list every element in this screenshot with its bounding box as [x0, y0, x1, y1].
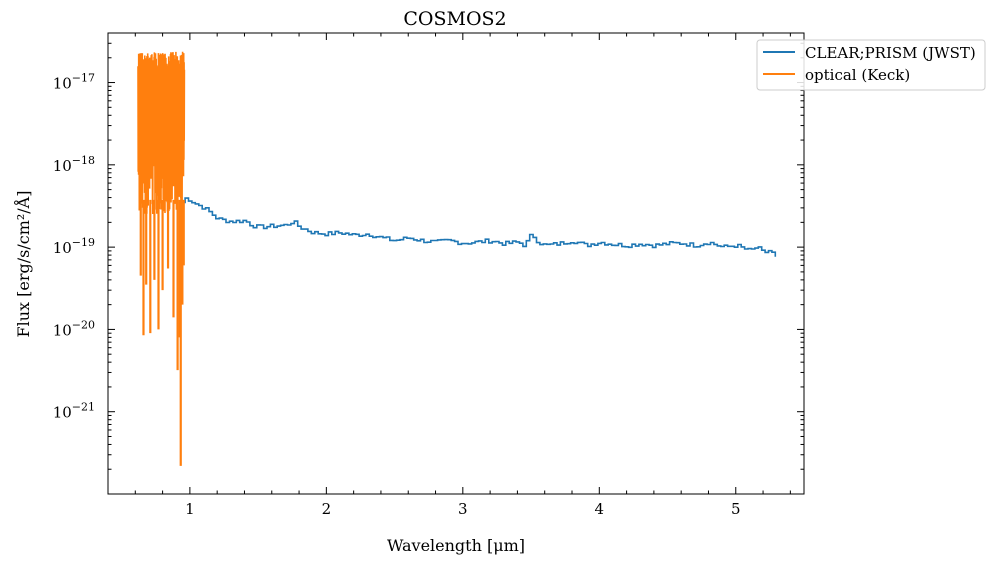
y-tick-base-0: 10	[53, 75, 72, 93]
x-tick-label-2: 3	[458, 500, 468, 518]
y-tick-label-0: 10−17	[53, 72, 95, 93]
series-layer	[137, 51, 777, 466]
plot-frame	[107, 32, 805, 495]
x-tick-label-0: 1	[185, 500, 195, 518]
y-tick-base-3: 10	[53, 321, 72, 339]
x-axis-label: Wavelength [μm]	[387, 536, 525, 555]
y-tick-exponent-2: −19	[72, 236, 95, 249]
legend: CLEAR;PRISM (JWST) optical (Keck)	[756, 39, 986, 91]
x-tick-label-3: 4	[595, 500, 605, 518]
y-tick-base-1: 10	[53, 157, 72, 175]
y-tick-label-4: 10−21	[53, 401, 95, 422]
y-tick-base-2: 10	[53, 239, 72, 257]
x-axis-ticks: 1 2 3 4 5	[185, 33, 741, 518]
x-minor-ticks	[107, 33, 791, 494]
x-tick-label-4: 5	[731, 500, 741, 518]
series-line-jwst	[181, 197, 777, 257]
series-line-keck	[137, 51, 186, 215]
chart-title: COSMOS2	[403, 8, 506, 30]
y-tick-label-2: 10−19	[53, 236, 95, 257]
legend-box	[756, 39, 986, 91]
legend-label-jwst: CLEAR;PRISM (JWST)	[805, 44, 976, 62]
y-tick-exponent-4: −21	[72, 401, 95, 414]
y-tick-label-1: 10−18	[53, 154, 95, 175]
y-tick-base-4: 10	[53, 404, 72, 422]
y-tick-label-3: 10−20	[53, 318, 95, 339]
x-tick-label-1: 2	[322, 500, 332, 518]
y-axis-label: Flux [erg/s/cm²/Å]	[13, 191, 33, 338]
legend-label-keck: optical (Keck)	[805, 66, 910, 84]
y-tick-exponent-1: −18	[72, 154, 95, 167]
y-tick-exponent-0: −17	[72, 72, 95, 85]
y-tick-exponent-3: −20	[72, 318, 95, 331]
